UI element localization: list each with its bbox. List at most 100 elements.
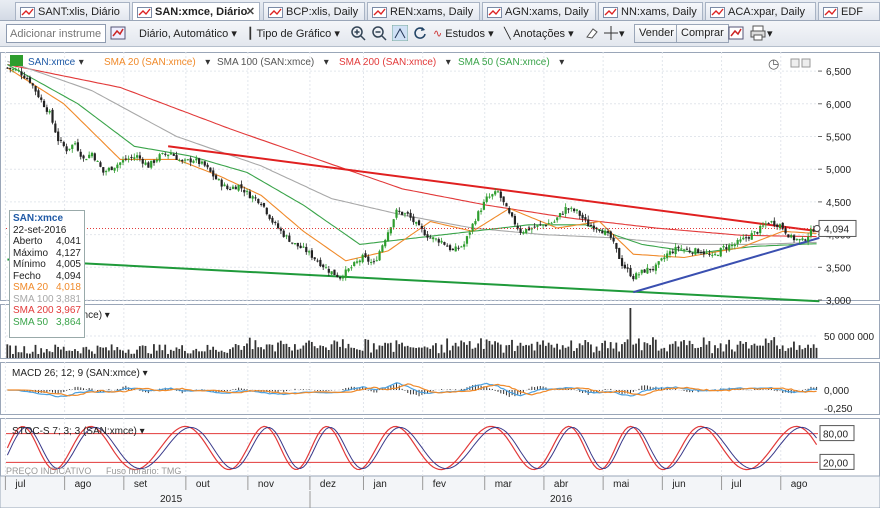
refresh-icon[interactable] [412, 25, 428, 41]
candle-body [790, 235, 793, 238]
candle-body [685, 248, 688, 250]
eraser-icon[interactable] [584, 25, 600, 41]
volume-bar [770, 340, 773, 358]
candle-body [251, 196, 254, 199]
volume-bar [6, 344, 9, 358]
symbol-badge-icon [10, 55, 23, 66]
candle [556, 217, 559, 223]
candle-body [192, 160, 195, 163]
volume-bar [778, 349, 781, 358]
tab-4[interactable]: AGN:xams, Daily [482, 2, 596, 20]
zoom-in-icon[interactable] [350, 25, 366, 41]
candle [482, 199, 485, 211]
volume-bar [793, 341, 795, 358]
candle [37, 88, 40, 99]
candle [237, 184, 240, 192]
row-label: Aberto [13, 236, 43, 247]
print-dropdown[interactable]: ▾ [767, 28, 773, 40]
volume-bar [96, 345, 99, 358]
candle [680, 244, 683, 251]
volume-bar [784, 350, 787, 358]
crosshair-icon[interactable] [603, 25, 619, 41]
candle-body [787, 234, 790, 238]
volume-bar [178, 348, 181, 358]
candle [711, 252, 714, 258]
candle [229, 186, 232, 191]
candle [406, 210, 409, 217]
candle-body [392, 219, 395, 228]
candle [88, 151, 91, 159]
cursor-icon[interactable] [392, 25, 408, 41]
tab-1[interactable]: SAN:xmce, Diário ✕ [132, 2, 260, 20]
crosshair-dropdown[interactable]: ▾ [619, 28, 625, 40]
stoc-80-box [819, 425, 855, 442]
row-label: SMA 20 [13, 282, 49, 293]
zoom-out-icon[interactable] [371, 25, 387, 41]
candle [598, 229, 601, 233]
candle-body [525, 228, 528, 234]
volume-bar [26, 353, 28, 358]
volume-bar [43, 352, 45, 358]
volume-bar [325, 347, 327, 358]
candle [206, 162, 209, 170]
candle [728, 243, 731, 253]
candle-body [203, 161, 206, 166]
period-selector[interactable]: Diário, Automático ▾ [139, 28, 237, 40]
tab-2[interactable]: BCP:xlis, Daily [263, 2, 365, 20]
volume-bar [496, 342, 499, 358]
candle [660, 257, 663, 262]
tab-6[interactable]: ACA:xpar, Daily [705, 2, 816, 20]
candle [674, 243, 677, 258]
candle-body [113, 167, 116, 171]
volume-bar [85, 346, 88, 358]
candle-body [65, 146, 68, 152]
volume-bar [519, 342, 522, 358]
annotations-menu[interactable]: ╲ Anotações ▾ [504, 28, 574, 40]
sell-button[interactable]: Vender [634, 24, 679, 43]
candle [753, 231, 756, 235]
candle-body [355, 261, 359, 263]
print-icon[interactable] [750, 25, 766, 41]
candle [313, 257, 316, 261]
candle [401, 211, 404, 216]
month-label: out [196, 479, 210, 490]
candle [558, 212, 562, 220]
chart-layout-icon[interactable] [728, 25, 744, 41]
candle-body [82, 155, 85, 159]
candle [604, 228, 607, 236]
buy-button[interactable]: Comprar [676, 24, 729, 43]
volume-bar [595, 346, 598, 358]
symbol-input[interactable] [6, 24, 106, 43]
tab-5[interactable]: NN:xams, Daily [598, 2, 703, 20]
volume-bar [28, 353, 31, 358]
candle-body [702, 251, 705, 255]
volume-bar [144, 345, 147, 358]
candle-body [34, 86, 37, 92]
volume-bar [330, 344, 333, 358]
candle-body [386, 232, 390, 242]
close-tab-icon[interactable]: ✕ [245, 6, 255, 18]
sma100-line [7, 60, 817, 245]
volume-bar [533, 350, 536, 358]
tab-0[interactable]: SANT:xlis, Diário [15, 2, 130, 20]
volume-bar [327, 349, 330, 358]
studies-menu[interactable]: ∿ Estudos ▾ [433, 28, 494, 40]
symbol-lookup-icon[interactable] [110, 25, 126, 41]
candle-body [491, 194, 494, 197]
chart-svg[interactable]: jul ago set out nov dez jan fev mar abr mai jun jul a… [0, 48, 880, 509]
candle-body [124, 158, 127, 160]
candle [426, 231, 429, 241]
volume-bar [451, 345, 454, 358]
candle [102, 167, 105, 176]
candle [403, 212, 407, 218]
candle [279, 226, 282, 235]
candle-body [807, 236, 810, 242]
toolbar: Diário, Automático ▾ ┃ Tipo de Gráfico ▾… [0, 21, 880, 47]
chart-type-selector[interactable]: ┃ Tipo de Gráfico ▾ [247, 28, 340, 40]
candle-body [745, 237, 748, 239]
candle-body [398, 210, 401, 212]
candle-body [17, 70, 20, 72]
tab-3[interactable]: REN:xams, Daily [367, 2, 480, 20]
tab-7[interactable]: EDF [818, 2, 880, 20]
candle-body [133, 157, 136, 159]
